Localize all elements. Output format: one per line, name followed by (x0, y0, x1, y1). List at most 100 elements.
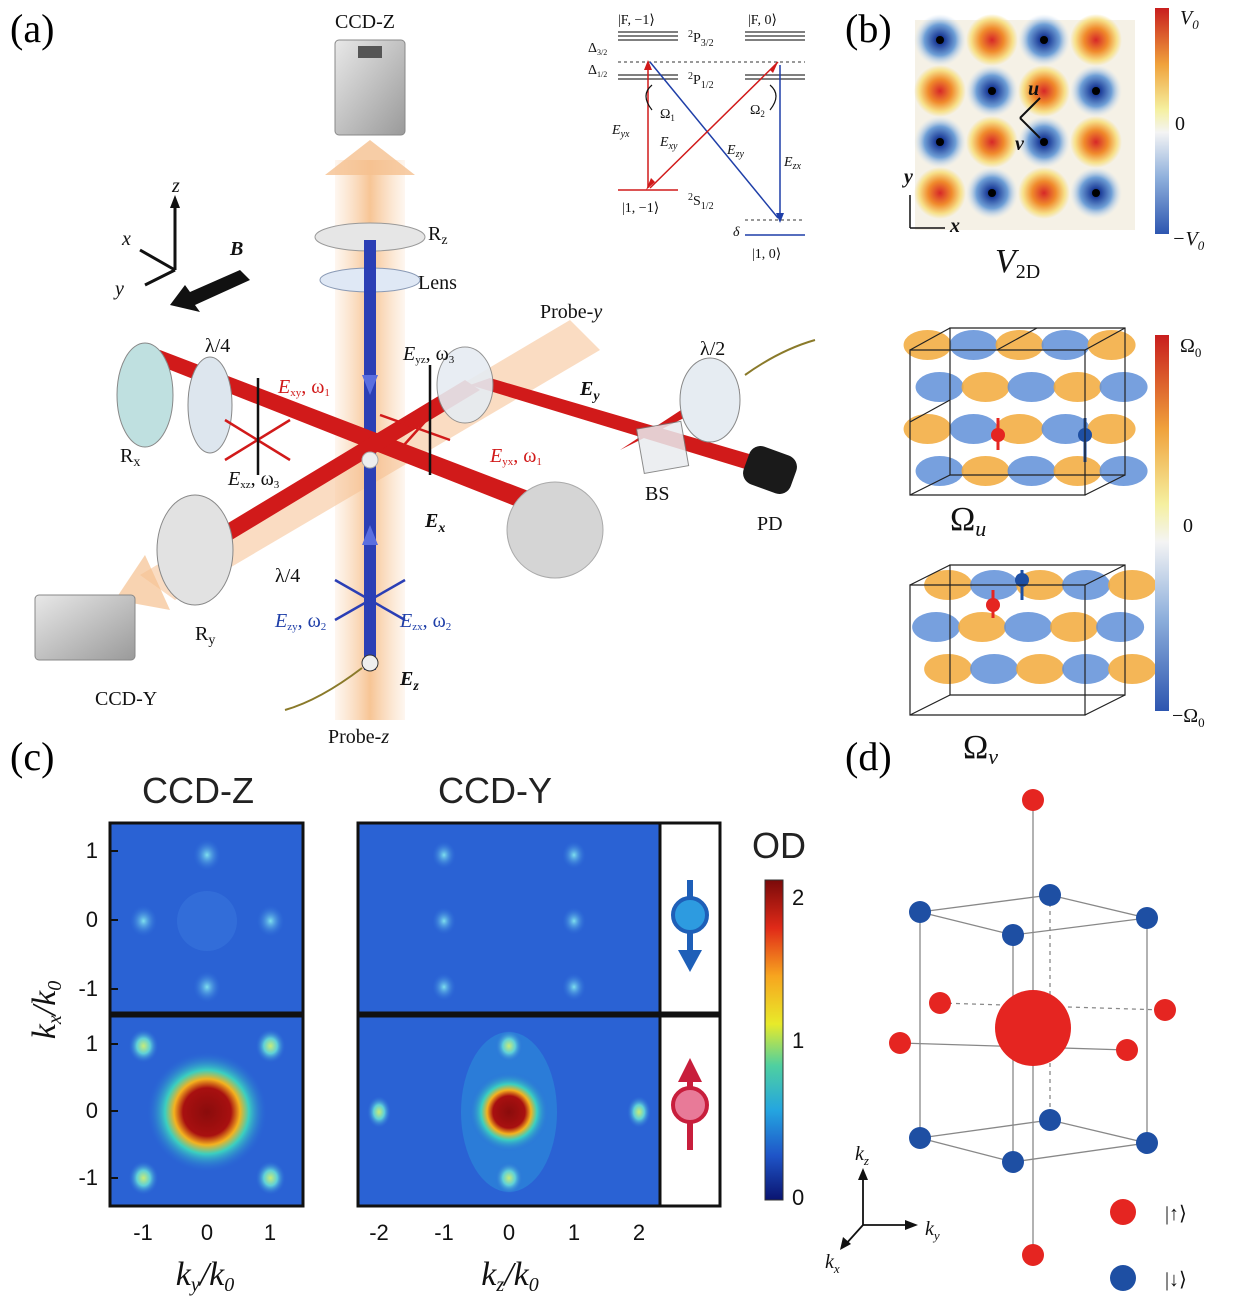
panel-c-ticks: 1 1 0 0 -1 -1 -1 0 1 -2 -1 0 1 2 (78, 838, 645, 1245)
ky-arrowhead (905, 1220, 918, 1230)
ccd-z-label: CCD-Z (335, 11, 395, 33)
label-ezx: Ezx, ω2 (399, 610, 451, 633)
level-d12: Δ1/2 (588, 63, 607, 79)
omega-blob (1099, 372, 1148, 402)
spot-up-y-vert (495, 1162, 523, 1194)
c-xtick-left: -1 (133, 1220, 153, 1245)
lattice-down-5 (909, 1127, 931, 1149)
c-xtick-right: -2 (369, 1220, 389, 1245)
beam-splitter (635, 420, 690, 475)
omega-u-label: Ωu (950, 501, 986, 541)
ccd-y-top-image (356, 821, 662, 1015)
lattice-down-2 (1039, 884, 1061, 906)
label-exz: Exz, ω3 (227, 468, 280, 491)
legend-up-label: |↑⟩ (1165, 1203, 1187, 1225)
rx-mirror (116, 342, 174, 448)
omega-blob (1096, 612, 1145, 642)
omega-blob (961, 456, 1010, 486)
probe-z-arrowhead (325, 140, 415, 175)
omega-v-label: Ωv (963, 729, 998, 769)
omega-blob (912, 612, 961, 642)
lattice-down-4 (1002, 924, 1024, 946)
lattice-up-back-right (1154, 999, 1176, 1021)
spot-down-y (562, 973, 586, 1001)
xy-axes (909, 195, 945, 229)
fiber-coupler-z (361, 654, 379, 672)
b-y: y (902, 166, 913, 188)
omega-blob (958, 612, 1007, 642)
omega-blob (903, 414, 952, 444)
panel-label-b: (b) (845, 6, 892, 51)
omega-blob (970, 654, 1019, 684)
b-field-arrow (170, 270, 250, 312)
spot-up-z (255, 1029, 286, 1063)
omega-blob (949, 414, 998, 444)
level-f-0: |F, 0⟩ (748, 13, 777, 28)
hwp-label: λ/2 (700, 338, 725, 360)
level-e-zy: Ezy (726, 143, 744, 160)
ccd-z-aperture (358, 46, 382, 58)
omega-blob (1041, 330, 1090, 360)
od-ticks: 2 1 0 (792, 885, 804, 1210)
lens-label: Lens (418, 272, 457, 294)
spot-down-y (432, 907, 456, 935)
omega-blob (1004, 612, 1053, 642)
omega-blob (1007, 456, 1056, 486)
kz-arrowhead (858, 1168, 868, 1180)
hwp (679, 357, 741, 443)
lattice-down-1 (909, 901, 931, 923)
v2d-max (1018, 167, 1070, 219)
ry-label: Ry (195, 623, 215, 648)
omega-blob (924, 654, 973, 684)
axis-z-arrow (170, 195, 180, 208)
qwp-bottom-label: λ/4 (275, 565, 300, 587)
v2d-site (936, 36, 944, 44)
v2d-max (1070, 14, 1122, 66)
omega-blob (949, 330, 998, 360)
k-axes (844, 1175, 910, 1246)
probe-y-label: Probe-y (540, 301, 602, 323)
lattice-down-7 (1136, 1132, 1158, 1154)
rx-label: Rx (120, 445, 140, 470)
kx-label: kx (825, 1251, 840, 1276)
panel-label-d: (d) (845, 734, 892, 779)
od-tick: 0 (792, 1185, 804, 1210)
v2d-max (966, 116, 1018, 168)
atom-cloud (361, 451, 379, 469)
ccd-y-camera (34, 594, 136, 661)
axis-x: x (121, 228, 131, 250)
pol-ez (334, 570, 406, 630)
cb2-bot: −Ω0 (1172, 705, 1205, 730)
label-eyz: Eyz, ω3 (402, 343, 455, 366)
spot-down-y (432, 841, 456, 869)
omega-blob (961, 372, 1010, 402)
fiber-bottom (284, 667, 363, 711)
cb1-mid: 0 (1175, 113, 1185, 135)
omega-blob (1087, 330, 1136, 360)
v2d-site (1092, 87, 1100, 95)
omega-blob (1016, 654, 1065, 684)
blue-arrow-2 (362, 525, 378, 545)
omega-blob (1041, 414, 1090, 444)
level-delta: δ (733, 225, 740, 240)
omega-u-cube (903, 327, 1148, 496)
od-colorbar (764, 879, 784, 1201)
c-ytick-top: -1 (78, 976, 98, 1001)
waveplate-probe-y (436, 346, 494, 424)
label-ezy: Ezy, ω2 (274, 610, 326, 633)
qwp-top-label: λ/4 (205, 335, 230, 357)
label-exy: Exy, ω1 (277, 376, 330, 399)
axis-b: B (229, 238, 243, 260)
qwp-top (187, 356, 233, 454)
c-ytick-top: 0 (86, 907, 98, 932)
level-g-0: |1, 0⟩ (752, 247, 781, 262)
probe-z-label: Probe-z (328, 726, 389, 748)
momentum-lattice (889, 789, 1176, 1266)
spot-up-z-center (147, 1052, 267, 1172)
c-xtick-left: 0 (201, 1220, 213, 1245)
coord-axes (139, 205, 177, 287)
c-ytick-top: 1 (86, 838, 98, 863)
label-ey: Ey (579, 378, 600, 404)
omega-blob (1007, 372, 1056, 402)
omega-blob (1062, 654, 1111, 684)
